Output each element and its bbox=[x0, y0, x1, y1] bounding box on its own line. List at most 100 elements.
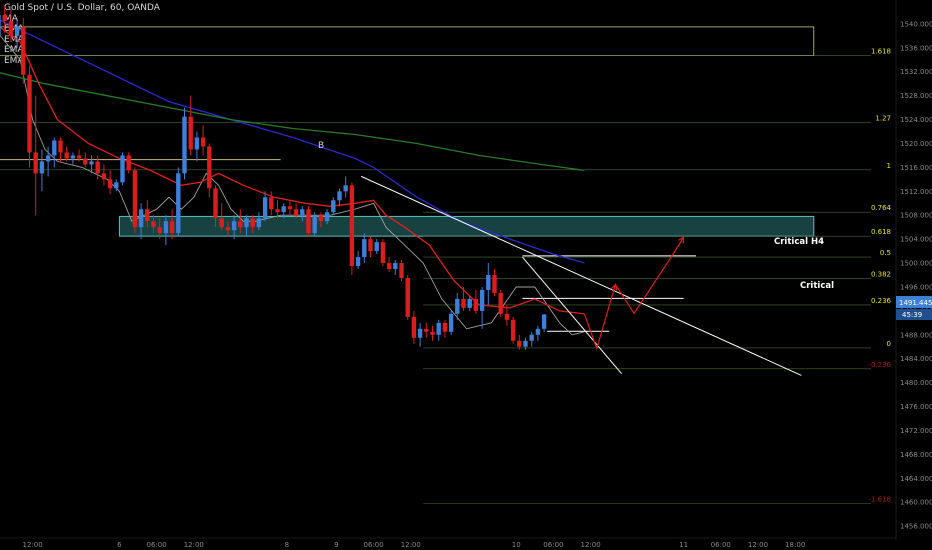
price-tick-label: 1488.000 bbox=[900, 331, 932, 339]
candle-body bbox=[436, 322, 441, 335]
indicator-ema-4[interactable]: EMA bbox=[4, 55, 24, 66]
candle-body bbox=[386, 263, 392, 270]
candle-body bbox=[70, 155, 76, 159]
candle-body bbox=[120, 155, 125, 183]
candle-body bbox=[89, 161, 94, 165]
fib-label-5: 0.5 bbox=[880, 249, 891, 257]
candle-body bbox=[250, 218, 255, 228]
candle bbox=[467, 295, 472, 311]
time-tick-label: 12:00 bbox=[184, 541, 204, 549]
candle bbox=[45, 146, 51, 177]
trendline-1 bbox=[522, 256, 622, 374]
candle bbox=[368, 236, 373, 258]
candle-body bbox=[107, 179, 113, 189]
candle-body bbox=[157, 227, 162, 234]
projection-arrowhead bbox=[678, 236, 685, 244]
candle bbox=[504, 304, 510, 326]
candle bbox=[281, 203, 286, 219]
projection-layer bbox=[583, 236, 685, 351]
indicator-ema-3[interactable]: EMA bbox=[4, 45, 24, 55]
candle bbox=[486, 263, 491, 305]
time-tick-label: 12:00 bbox=[581, 541, 601, 549]
candle bbox=[343, 176, 348, 198]
candle bbox=[101, 164, 107, 186]
candle-body bbox=[58, 140, 63, 153]
candle bbox=[64, 146, 69, 162]
candle bbox=[399, 260, 404, 281]
candle-body bbox=[417, 328, 423, 338]
price-tick-label: 1500.000 bbox=[900, 260, 932, 268]
candle bbox=[535, 325, 541, 341]
price-tick-label: 1528.000 bbox=[900, 92, 932, 100]
candle bbox=[244, 215, 249, 237]
candle-body bbox=[504, 313, 510, 320]
candle bbox=[169, 209, 175, 240]
annotation-critical: Critical bbox=[800, 281, 834, 291]
candle bbox=[21, 17, 26, 84]
price-tick-label: 1476.000 bbox=[900, 403, 932, 411]
candle-body bbox=[380, 242, 386, 264]
candle bbox=[461, 286, 466, 311]
candle bbox=[479, 286, 485, 329]
time-tick-label: 10 bbox=[512, 541, 521, 549]
annotation-critical-h4: Critical H4 bbox=[774, 237, 824, 247]
candle-body bbox=[225, 227, 231, 231]
candle-body bbox=[39, 161, 45, 174]
candle-body bbox=[362, 239, 367, 258]
candle-body bbox=[182, 116, 187, 174]
series-line-3 bbox=[0, 72, 585, 172]
candle-body bbox=[306, 209, 311, 234]
candle bbox=[541, 313, 547, 332]
candle-body bbox=[21, 26, 26, 75]
fib-label-3: 0.764 bbox=[871, 204, 892, 212]
price-tick-label: 1468.000 bbox=[900, 451, 932, 459]
candle bbox=[27, 65, 32, 168]
candle-body bbox=[275, 209, 280, 213]
candle-body bbox=[318, 215, 324, 222]
projection-path bbox=[583, 236, 685, 351]
candle-body bbox=[176, 173, 181, 234]
moving-averages-layer bbox=[0, 19, 585, 336]
candle-body bbox=[138, 209, 144, 228]
fib-label-0: 1.618 bbox=[871, 48, 891, 56]
candle-body bbox=[45, 155, 51, 162]
price-tick-label: 1532.000 bbox=[900, 68, 932, 76]
fib-label-10: -1.618 bbox=[868, 495, 891, 503]
series-line-2 bbox=[0, 19, 585, 264]
indicator-ema-2[interactable]: EMA bbox=[4, 34, 24, 45]
candle bbox=[424, 322, 429, 338]
candle-body bbox=[163, 221, 169, 234]
candle bbox=[386, 257, 392, 273]
candle-body bbox=[262, 197, 268, 219]
candle-body bbox=[244, 218, 249, 228]
time-tick-label: 06:00 bbox=[711, 541, 731, 549]
price-tick-label: 1464.000 bbox=[900, 475, 932, 483]
candle bbox=[529, 331, 534, 347]
candle bbox=[312, 212, 317, 237]
candle-body bbox=[8, 20, 14, 36]
time-tick-label: 9 bbox=[334, 541, 338, 549]
candle-body bbox=[479, 289, 485, 311]
price-tick-label: 1460.000 bbox=[900, 499, 932, 507]
price-axis[interactable]: 1540.000 1536.000 1532.000 1528.000 1524.000… bbox=[895, 0, 932, 550]
price-tick-label: 1480.000 bbox=[900, 379, 932, 387]
candle bbox=[411, 310, 417, 344]
candle-body bbox=[467, 298, 472, 308]
candle-body bbox=[33, 152, 38, 174]
price-tick-label: 1536.000 bbox=[900, 44, 932, 52]
time-axis[interactable]: 12:00 6 06:00 12:00 8 9 06:00 12:00 10 06:00 12:00… bbox=[0, 537, 896, 549]
price-tick-label: 1516.000 bbox=[900, 164, 932, 172]
price-tick-label: 1504.000 bbox=[900, 236, 932, 244]
levels-layer bbox=[0, 159, 696, 332]
candle bbox=[138, 203, 144, 240]
candle bbox=[182, 107, 187, 180]
indicator-ema-1[interactable]: EMA bbox=[4, 24, 24, 34]
time-tick-label: 12:00 bbox=[23, 541, 43, 549]
candle bbox=[8, 8, 14, 42]
candle-body bbox=[213, 188, 218, 219]
candle-body bbox=[52, 140, 57, 156]
last-price-tag: 1491.445 45:39 bbox=[896, 296, 932, 320]
price-tick-label: 1456.000 bbox=[900, 523, 932, 531]
candle-body bbox=[101, 173, 107, 180]
